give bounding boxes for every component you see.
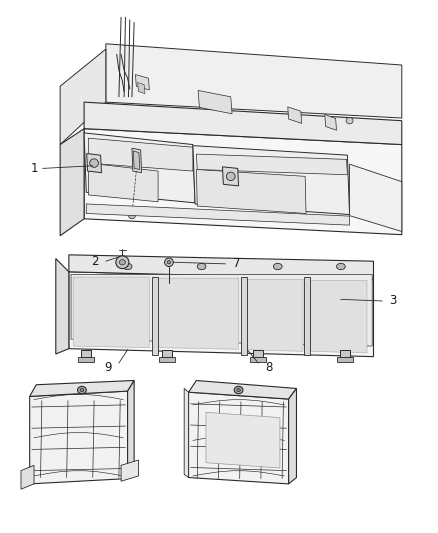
Polygon shape — [162, 350, 172, 357]
Ellipse shape — [346, 117, 353, 124]
Polygon shape — [247, 279, 303, 351]
Polygon shape — [311, 280, 367, 353]
Polygon shape — [253, 350, 263, 357]
Ellipse shape — [167, 261, 171, 264]
Ellipse shape — [116, 256, 129, 269]
Polygon shape — [21, 465, 34, 489]
Polygon shape — [121, 460, 138, 481]
Text: 3: 3 — [389, 294, 397, 308]
Polygon shape — [86, 204, 350, 225]
Text: 2: 2 — [91, 255, 99, 268]
Polygon shape — [188, 381, 297, 399]
Polygon shape — [337, 357, 353, 362]
Ellipse shape — [123, 263, 132, 270]
Polygon shape — [127, 381, 134, 479]
Polygon shape — [138, 83, 145, 94]
Polygon shape — [325, 114, 336, 130]
Polygon shape — [87, 154, 102, 173]
Ellipse shape — [273, 263, 282, 270]
Polygon shape — [193, 146, 350, 215]
Text: 8: 8 — [265, 361, 273, 374]
Polygon shape — [304, 277, 311, 355]
Ellipse shape — [128, 213, 135, 219]
Ellipse shape — [78, 386, 86, 394]
Polygon shape — [152, 277, 158, 355]
Polygon shape — [106, 44, 402, 118]
Polygon shape — [84, 133, 195, 203]
Polygon shape — [340, 350, 350, 357]
Polygon shape — [251, 357, 266, 362]
Polygon shape — [84, 128, 402, 235]
Polygon shape — [81, 350, 92, 357]
Polygon shape — [188, 392, 289, 484]
Polygon shape — [88, 138, 193, 171]
Polygon shape — [71, 274, 372, 346]
Polygon shape — [60, 128, 84, 236]
Text: 7: 7 — [233, 257, 240, 270]
Polygon shape — [30, 391, 127, 484]
Polygon shape — [78, 357, 94, 362]
Polygon shape — [69, 255, 374, 280]
Polygon shape — [88, 163, 158, 202]
Polygon shape — [158, 278, 239, 349]
Polygon shape — [133, 151, 140, 169]
Polygon shape — [30, 381, 134, 397]
Text: 9: 9 — [104, 361, 112, 374]
Polygon shape — [223, 167, 239, 186]
Ellipse shape — [197, 263, 206, 270]
Polygon shape — [196, 169, 306, 214]
Polygon shape — [288, 107, 302, 123]
Polygon shape — [132, 148, 141, 173]
Polygon shape — [56, 259, 69, 354]
Ellipse shape — [226, 172, 235, 181]
Polygon shape — [289, 389, 297, 484]
Ellipse shape — [90, 159, 99, 167]
Ellipse shape — [119, 260, 125, 265]
Polygon shape — [135, 75, 149, 90]
Polygon shape — [350, 164, 402, 231]
Polygon shape — [60, 49, 106, 144]
Polygon shape — [73, 277, 149, 348]
Ellipse shape — [165, 258, 173, 266]
Polygon shape — [69, 272, 374, 357]
Ellipse shape — [336, 263, 345, 270]
Polygon shape — [159, 357, 175, 362]
Polygon shape — [84, 102, 402, 144]
Text: 1: 1 — [30, 162, 38, 175]
Polygon shape — [206, 413, 280, 468]
Polygon shape — [198, 91, 232, 114]
Polygon shape — [196, 154, 347, 175]
Polygon shape — [184, 389, 188, 478]
Ellipse shape — [237, 389, 240, 392]
Ellipse shape — [234, 386, 243, 394]
Ellipse shape — [80, 389, 84, 392]
Polygon shape — [241, 277, 247, 355]
